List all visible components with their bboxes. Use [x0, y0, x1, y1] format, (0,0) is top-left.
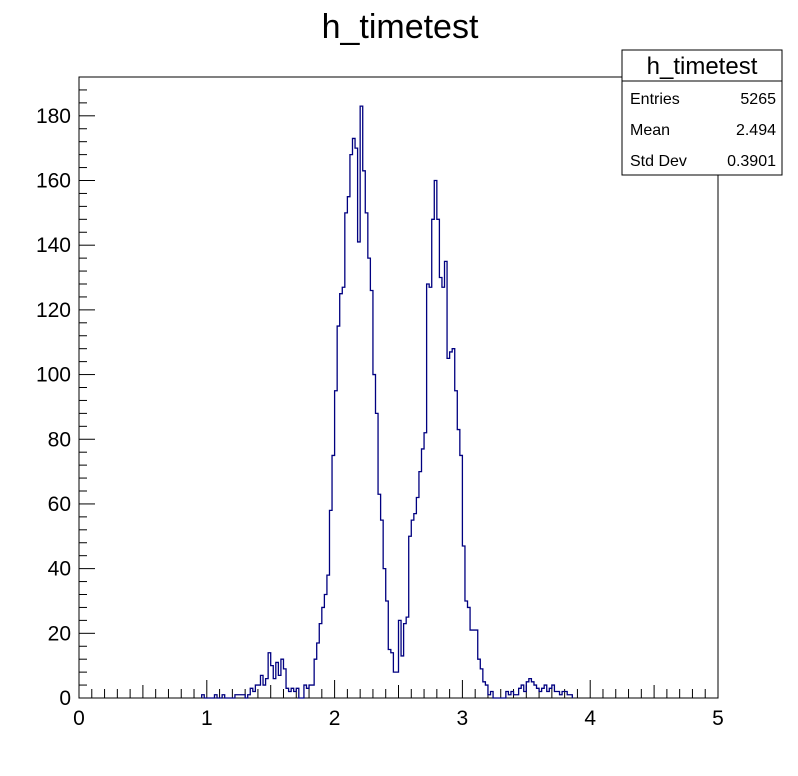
stats-value: 5265	[740, 91, 776, 108]
histogram-bin	[473, 630, 476, 698]
histogram-bin	[373, 375, 376, 698]
histogram-bin	[401, 656, 404, 698]
x-tick-label: 1	[201, 707, 213, 730]
histogram-bin	[419, 472, 422, 698]
histogram-bin	[455, 391, 458, 698]
histogram-bin	[442, 287, 445, 698]
histogram-bin	[363, 171, 366, 698]
x-tick-label: 3	[457, 707, 469, 730]
histogram-bin	[342, 287, 345, 698]
y-tick-label: 160	[36, 170, 71, 193]
x-tick-label: 4	[584, 707, 596, 730]
histogram-bin	[439, 278, 442, 698]
x-tick-label: 0	[73, 707, 85, 730]
histogram-bin	[368, 258, 371, 698]
stats-value: 0.3901	[727, 153, 776, 170]
chart-title: h_timetest	[322, 8, 479, 46]
x-tick-label: 2	[329, 707, 341, 730]
histogram-bin	[429, 287, 432, 698]
histogram-bin	[434, 181, 437, 699]
histogram-bin	[289, 692, 292, 698]
x-axis: 0 1 2 3 4 5	[73, 680, 724, 730]
histogram-bin	[447, 358, 450, 698]
stats-label: Entries	[630, 91, 680, 108]
y-tick-label: 180	[36, 105, 71, 128]
histogram-bin	[432, 219, 435, 698]
histogram-bin	[450, 352, 453, 698]
histogram-bin	[358, 242, 361, 698]
y-tick-label: 60	[48, 493, 71, 516]
y-tick-label: 20	[48, 622, 71, 645]
histogram-bin	[416, 497, 419, 698]
histogram-bin	[547, 692, 550, 698]
histogram-bin	[263, 685, 266, 698]
histogram-bin	[452, 349, 455, 698]
histogram-bin	[457, 430, 460, 698]
histogram-bin	[422, 449, 425, 698]
stats-box: h_timetest Entries 5265 Mean 2.494 Std Dev 0.3…	[621, 49, 783, 176]
histogram-bin	[393, 672, 396, 698]
histogram-bin	[273, 679, 276, 698]
histogram-bin	[324, 595, 327, 699]
histogram-bin	[253, 692, 256, 698]
histogram-series	[201, 105, 573, 699]
histogram-bin	[340, 294, 343, 698]
y-axis: 0 20 40 60 80 100 120 140 160 180	[36, 89, 95, 710]
y-tick-label: 0	[59, 687, 71, 710]
y-tick-label: 140	[36, 234, 71, 257]
histogram-bin	[465, 601, 468, 698]
y-tick-label: 80	[48, 428, 71, 451]
histogram-bin	[554, 692, 557, 698]
histogram-bin	[424, 433, 427, 698]
stats-label: Std Dev	[630, 153, 687, 170]
histogram-bin	[437, 219, 440, 698]
x-tick-label: 5	[712, 707, 724, 730]
stats-label: Mean	[630, 122, 670, 139]
histogram-bin	[378, 494, 381, 698]
histogram-bin	[278, 675, 281, 698]
histogram-bin	[365, 213, 368, 698]
histogram-bin	[388, 649, 391, 698]
histogram-bin	[347, 197, 350, 698]
stats-box-title: h_timetest	[647, 53, 758, 80]
histogram-bin	[411, 520, 414, 698]
histogram-bin	[414, 514, 417, 698]
histogram-bin	[406, 617, 409, 698]
histogram-bin	[470, 630, 473, 698]
histogram-bin	[350, 155, 353, 698]
stats-box-frame	[621, 49, 783, 176]
stats-value: 2.494	[736, 122, 776, 139]
y-tick-label: 120	[36, 299, 71, 322]
histogram-bin	[312, 685, 315, 698]
histogram-bin	[352, 138, 355, 698]
y-tick-label: 100	[36, 364, 71, 387]
y-tick-label: 40	[48, 558, 71, 581]
histogram-outline	[201, 105, 573, 699]
